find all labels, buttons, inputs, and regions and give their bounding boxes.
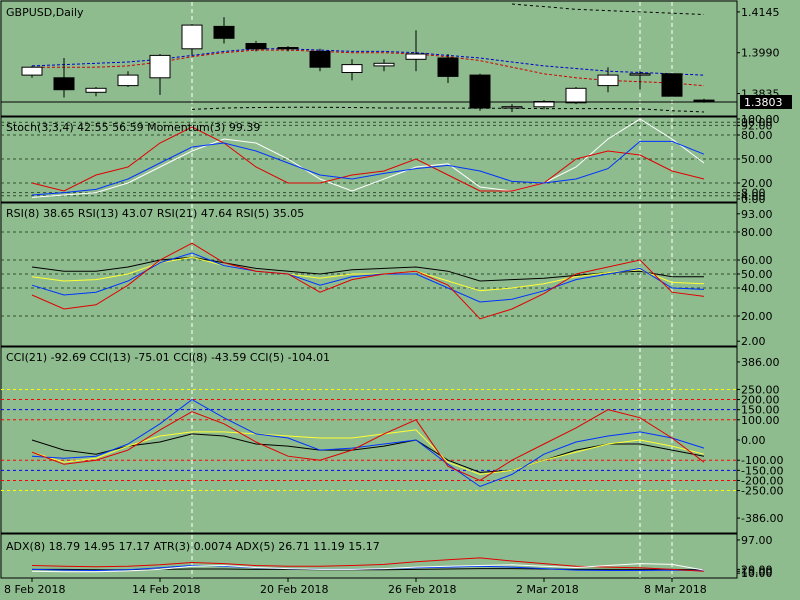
axis-tick-label: 1.3990 <box>741 47 780 60</box>
axis-tick-label: 250.00 <box>741 383 780 396</box>
adx-panel[interactable]: ADX(8) 18.79 14.95 17.17 ATR(3) 0.0074 A… <box>0 533 773 580</box>
envelope-upper-line <box>511 3 705 15</box>
candle-bullish <box>373 62 395 67</box>
axis-tick-label: 40.00 <box>741 282 773 295</box>
axis-tick-label: 80.00 <box>741 226 773 239</box>
time-tick-label: 8 Mar 2018 <box>644 583 707 596</box>
candle-bearish <box>213 25 235 39</box>
axis-tick-label: 386.00 <box>741 356 780 369</box>
envelope-lower-line <box>191 106 705 113</box>
time-tick-label: 26 Feb 2018 <box>388 583 456 596</box>
axis-tick-label: 2.00 <box>741 335 766 348</box>
axis-tick-label: -200.00 <box>741 474 783 487</box>
axis-tick-label: 97.00 <box>741 534 773 547</box>
axis-tick-label: 0.00 <box>741 434 766 447</box>
axis-tick-label: 100.00 <box>741 113 780 126</box>
current-price-value: 1.3803 <box>744 96 783 109</box>
cci-5-red-line <box>31 409 705 481</box>
axis-tick-label: 20.00 <box>741 310 773 323</box>
cci-21-black-line <box>31 433 705 473</box>
cci-8-blue-line <box>31 399 705 488</box>
axis-tick-label: 50.00 <box>741 268 773 281</box>
axis-tick-label: 8.00 <box>741 187 766 200</box>
axis-tick-label: 15.00 <box>741 565 773 578</box>
candle-bullish <box>117 74 139 87</box>
candle-bullish <box>405 53 427 60</box>
rsi-label: RSI(8) 38.65 RSI(13) 43.07 RSI(21) 47.64… <box>6 207 304 220</box>
time-tick-label: 14 Feb 2018 <box>132 583 200 596</box>
axis-tick-label: -250.00 <box>741 485 783 498</box>
candle-bearish <box>245 43 267 50</box>
stoch-main-blue-line <box>31 140 705 196</box>
axis-tick-label: 20.00 <box>741 177 773 190</box>
axis-tick-label: 100.00 <box>741 414 780 427</box>
current-price-tag <box>740 94 792 109</box>
candle-bearish <box>277 47 299 50</box>
moving-average-blue-line <box>31 48 705 76</box>
candle-bearish <box>469 74 491 109</box>
axis-tick-label: 80.00 <box>741 129 773 142</box>
candle-bearish <box>437 57 459 77</box>
cci-13-yellow-line <box>31 429 705 475</box>
candle-bearish <box>53 77 75 91</box>
candle-bullish <box>21 66 43 76</box>
candle-bullish <box>629 73 651 76</box>
candle-bullish <box>501 106 523 109</box>
axis-tick-label: 92.00 <box>741 119 773 132</box>
axis-tick-label: 10.00 <box>741 567 773 580</box>
axis-tick-label: 4.00 <box>741 190 766 203</box>
atr-black-line <box>32 568 705 571</box>
axis-tick-label: 20.00 <box>741 563 773 576</box>
axis-tick-label: 150.00 <box>741 404 780 417</box>
candle-bullish <box>565 87 587 104</box>
moving-average-red-line <box>32 49 705 87</box>
axis-tick-label: 60.00 <box>741 254 773 267</box>
candle-bullish <box>85 87 107 93</box>
cci-panel[interactable]: CCI(21) -92.69 CCI(13) -75.01 CCI(8) -43… <box>0 346 783 534</box>
axis-tick-label: 96.00 <box>741 116 773 129</box>
stoch-label: Stoch(3,3,4) 42.55 56.59 Momentum(3) 99.… <box>6 121 260 134</box>
candle-bearish <box>661 73 683 97</box>
axis-tick-label: -386.00 <box>741 512 783 525</box>
rsi-5-red-line <box>31 242 705 320</box>
rsi-8-blue-line <box>31 252 705 303</box>
price-panel-frame <box>0 0 738 117</box>
axis-tick-label: 93.00 <box>741 208 773 221</box>
axis-tick-label: -150.00 <box>741 464 783 477</box>
stoch-signal-red-line <box>31 126 705 192</box>
axis-tick-label: 0.00 <box>741 193 766 206</box>
rsi-21-black-line <box>31 256 704 282</box>
adx-panel-frame <box>0 533 738 579</box>
axis-tick-label: 1.4145 <box>741 6 780 19</box>
candle-bullish <box>341 64 363 73</box>
time-axis: 8 Feb 2018 14 Feb 2018 20 Feb 2018 26 Feb 2… <box>4 578 707 596</box>
candle-bullish <box>597 74 619 87</box>
candle-bullish <box>149 54 171 79</box>
cci-label: CCI(21) -92.69 CCI(13) -75.01 CCI(8) -43… <box>6 351 330 364</box>
rsi-panel[interactable]: RSI(8) 38.65 RSI(13) 43.07 RSI(21) 47.64… <box>0 202 773 348</box>
rsi-13-yellow-line <box>31 256 705 292</box>
time-tick-label: 2 Mar 2018 <box>516 583 579 596</box>
symbol-label: GBPUSD,Daily <box>6 6 84 19</box>
axis-tick-label: 200.00 <box>741 394 780 407</box>
time-tick-label: 20 Feb 2018 <box>260 583 328 596</box>
adx-label: ADX(8) 18.79 14.95 17.17 ATR(3) 0.0074 A… <box>6 540 380 553</box>
axis-tick-label: 50.00 <box>741 153 773 166</box>
adx-white-line <box>31 563 705 573</box>
axis-tick-label: -100.00 <box>741 454 783 467</box>
candle-bullish <box>181 24 203 50</box>
momentum-white-line <box>31 118 705 198</box>
candle-bearish <box>309 50 331 68</box>
time-tick-label: 8 Feb 2018 <box>4 583 65 596</box>
stoch-panel[interactable]: Stoch(3,3,4) 42.55 56.59 Momentum(3) 99.… <box>0 113 780 206</box>
